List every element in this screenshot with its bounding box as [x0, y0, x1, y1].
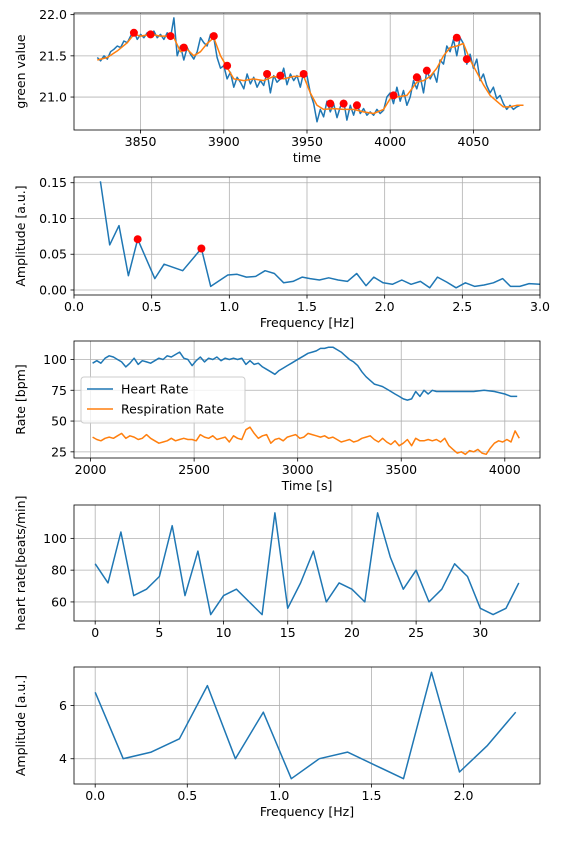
x-tick-label: 4000: [374, 134, 406, 149]
panel-1: 3850 3900 3950 4000 4050 21.0 21.5 22.0 time gree…: [13, 7, 541, 165]
x-tick-label: 3500: [385, 462, 417, 477]
peak-marker: [422, 66, 431, 75]
series-line-1: [96, 17, 524, 123]
x-tick-label: 30: [472, 625, 488, 640]
series-line-1: [99, 181, 540, 289]
y-axis-label: Rate [bpm]: [13, 364, 28, 434]
legend: Heart Rate Respiration Rate: [80, 376, 246, 424]
peak-marker: [389, 91, 398, 100]
panel-3: 2000 2500 3000 3500 4000 25 50 75 100 Time [s] Rat…: [13, 340, 541, 493]
y-tick-label: 21.5: [39, 48, 67, 63]
x-tick-label: 2.0: [454, 788, 474, 803]
y-axis-label: Amplitude [a.u.]: [13, 185, 28, 286]
peak-marker: [352, 101, 361, 110]
x-tick-label: 3950: [291, 134, 323, 149]
y-tick-label: 60: [51, 594, 67, 609]
x-tick-label: 0: [91, 625, 99, 640]
x-axis-label: Frequency [Hz]: [260, 804, 354, 819]
x-tick-label: 1.5: [362, 788, 382, 803]
peak-marker: [326, 99, 335, 108]
y-tick-label: 0.10: [39, 211, 67, 226]
x-tick-label: 4050: [458, 134, 490, 149]
x-tick-label: 0.0: [85, 788, 105, 803]
peak-marker: [263, 69, 272, 78]
x-tick-label: 2500: [178, 462, 210, 477]
y-tick-label: 22.0: [39, 7, 67, 22]
panel-4: 0 5 10 15 20 25 30 60 80 100 heart rate[beats/min]: [13, 496, 541, 640]
x-tick-label: 3000: [282, 462, 314, 477]
x-tick-label: 1.0: [269, 788, 289, 803]
x-axis-label: Frequency [Hz]: [260, 315, 354, 330]
x-tick-label: 0.5: [177, 788, 197, 803]
x-axis-label: Time [s]: [281, 478, 333, 493]
x-tick-label: 5: [155, 625, 163, 640]
axes-frame: [73, 340, 541, 459]
legend-box: [80, 376, 246, 424]
x-tick-label: 2.0: [375, 299, 395, 314]
y-tick-label: 75: [51, 383, 67, 398]
peak-marker: [129, 28, 138, 37]
series-line-2: [92, 426, 520, 456]
panel-5: 0.0 0.5 1.0 1.5 2.0 4 6 Frequency [Hz] Amplitude…: [13, 666, 541, 819]
y-axis-label: green value: [13, 34, 28, 109]
axes-frame: [73, 666, 541, 785]
x-tick-label: 2.5: [452, 299, 472, 314]
peak-marker: [133, 235, 142, 244]
legend-label: Heart Rate: [121, 382, 189, 397]
x-tick-label: 15: [280, 625, 296, 640]
y-tick-label: 50: [51, 414, 67, 429]
y-tick-label: 21.0: [39, 90, 67, 105]
series-line-1: [94, 671, 517, 780]
legend-label: Respiration Rate: [121, 402, 224, 417]
peak-marker: [197, 244, 206, 253]
y-tick-label: 0.05: [39, 247, 67, 262]
x-tick-label: 1.5: [297, 299, 317, 314]
series-line-1: [94, 512, 520, 616]
x-tick-label: 3850: [125, 134, 157, 149]
panel-2: 0.0 0.5 1.0 1.5 2.0 2.5 3.0 0.00 0.05 0.10 0.15 Fre…: [13, 175, 550, 330]
y-tick-label: 100: [43, 352, 67, 367]
x-tick-label: 3900: [208, 134, 240, 149]
y-tick-label: 0.15: [39, 175, 67, 190]
y-tick-label: 0.00: [39, 282, 67, 297]
peak-marker: [462, 55, 471, 64]
x-tick-label: 1.0: [219, 299, 239, 314]
x-axis-label: time: [293, 150, 322, 165]
axes-frame: [73, 504, 541, 622]
peak-marker: [299, 69, 308, 78]
x-tick-label: 3.0: [530, 299, 550, 314]
peak-marker: [166, 32, 175, 41]
y-axis-label: heart rate[beats/min]: [13, 496, 28, 631]
x-tick-label: 10: [216, 625, 232, 640]
peak-marker: [276, 71, 285, 80]
y-axis-label: Amplitude [a.u.]: [13, 675, 28, 776]
x-tick-label: 25: [408, 625, 424, 640]
y-tick-label: 25: [51, 444, 67, 459]
y-tick-label: 100: [43, 531, 67, 546]
x-tick-label: 20: [344, 625, 360, 640]
peak-marker: [146, 30, 155, 39]
y-tick-label: 6: [59, 698, 67, 713]
peak-marker: [452, 33, 461, 42]
series-line-1: [92, 346, 518, 401]
peak-marker: [412, 73, 421, 82]
peak-marker: [223, 61, 232, 70]
peak-marker: [179, 43, 188, 52]
x-tick-label: 4000: [489, 462, 521, 477]
y-tick-label: 80: [51, 563, 67, 578]
y-tick-label: 4: [59, 751, 67, 766]
x-tick-label: 0.0: [64, 299, 84, 314]
x-tick-label: 0.5: [142, 299, 162, 314]
series-line-2: [97, 33, 524, 115]
x-tick-label: 2000: [75, 462, 107, 477]
peak-marker: [339, 99, 348, 108]
peak-marker: [209, 32, 218, 41]
